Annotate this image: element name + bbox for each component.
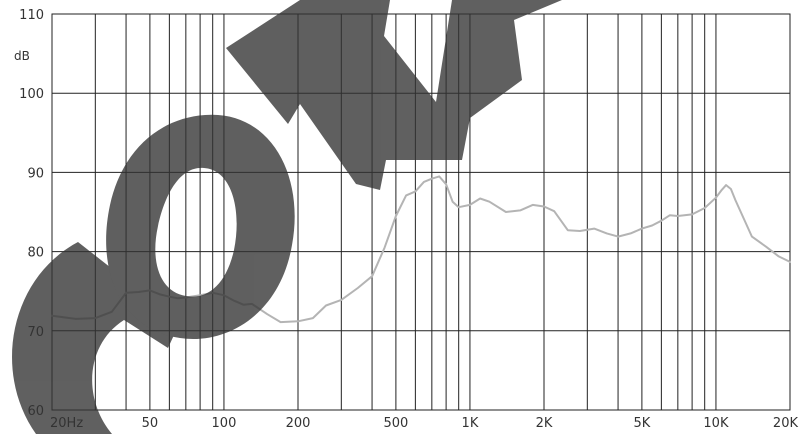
x-tick-label: 200 [286,416,311,431]
x-tick-label: 500 [383,416,408,431]
y-tick-label: 110 [19,8,44,23]
series-layer [51,175,791,324]
x-tick-label: 5K [633,416,650,431]
x-tick-label: 100 [212,416,237,431]
y-tick-label: 80 [27,246,44,261]
watermark-letter-n [226,0,562,190]
x-tick-label: 10K [703,416,729,431]
y-tick-label: 90 [27,166,44,181]
y-axis-label: dB [14,49,30,63]
x-tick-label: 1K [462,416,479,431]
y-tick-label: 100 [19,87,44,102]
x-tick-label: 20K [773,416,799,431]
series-line [51,175,791,324]
watermark [12,0,562,434]
watermark-letter-o [106,114,295,339]
x-tick-label: 2K [536,416,553,431]
x-tick-label: 50 [142,416,159,431]
